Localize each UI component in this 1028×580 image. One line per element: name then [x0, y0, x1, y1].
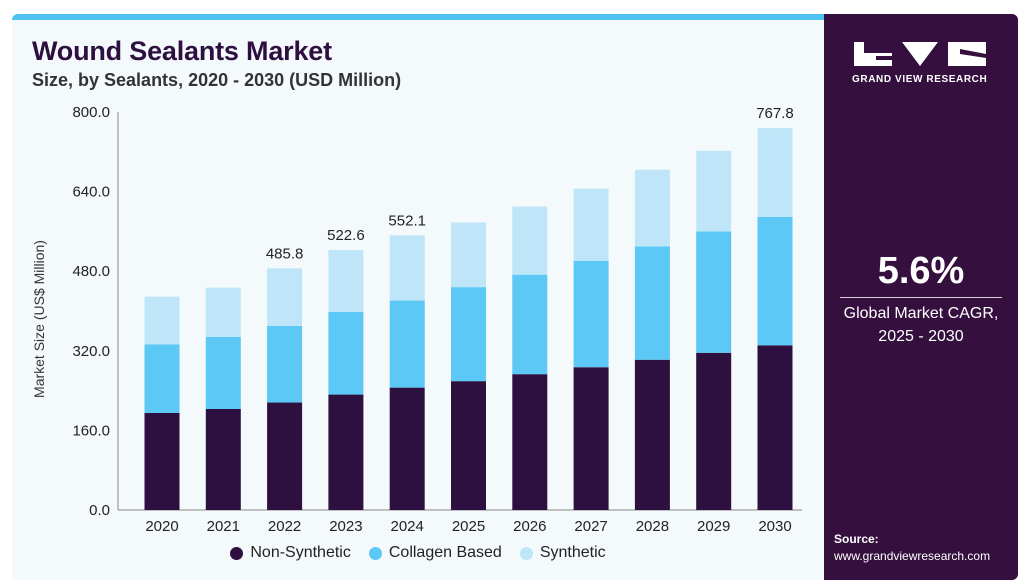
legend-label: Non-Synthetic	[250, 544, 351, 561]
bar-2027-synthetic	[573, 188, 609, 261]
y-tick-label: 160.0	[72, 422, 110, 439]
y-tick-label: 0.0	[89, 502, 110, 519]
x-tick-label: 2022	[268, 518, 301, 535]
y-tick-label: 480.0	[72, 263, 110, 280]
legend-item-synthetic: Synthetic	[519, 544, 606, 562]
bars	[144, 128, 793, 510]
bar-2028-collagen-based	[634, 246, 670, 360]
legend: Non-Synthetic Collagen Based Synthetic	[12, 544, 824, 562]
bar-2020-synthetic	[144, 296, 180, 345]
cagr-label: Global Market CAGR, 2025 - 2030	[824, 302, 1018, 348]
bar-2020-non-synthetic	[144, 412, 180, 510]
legend-swatch	[368, 546, 382, 560]
x-tick-label: 2026	[513, 518, 546, 535]
y-axis: 0.0 160.0 320.0 480.0 640.0 800.0	[72, 104, 110, 519]
source-url[interactable]: www.grandviewresearch.com	[834, 549, 991, 563]
total-label-2030: 767.8	[756, 105, 794, 122]
bar-2025-non-synthetic	[451, 381, 486, 510]
bar-2023-non-synthetic	[328, 394, 364, 510]
bar-2024-synthetic	[389, 235, 425, 301]
y-tick-label: 800.0	[72, 104, 110, 121]
legend-item-non-synthetic: Non-Synthetic	[230, 544, 351, 562]
bar-2027-non-synthetic	[573, 367, 609, 510]
bar-2020-collagen-based	[144, 344, 180, 413]
x-tick-label: 2024	[391, 518, 424, 535]
logo-text: GRAND VIEW RESEARCH	[852, 74, 988, 85]
bar-2030-non-synthetic	[757, 345, 793, 510]
bar-2022-non-synthetic	[267, 402, 303, 510]
y-axis-label: Market Size (US$ Million)	[31, 240, 47, 398]
bar-2022-collagen-based	[267, 325, 303, 403]
legend-label: Collagen Based	[388, 544, 502, 561]
cagr-label-line2: 2025 - 2030	[878, 328, 964, 345]
total-labels: 485.8 522.6 552.1 767.8	[266, 105, 794, 262]
bar-2025-collagen-based	[451, 287, 486, 382]
x-tick-label: 2025	[452, 518, 485, 535]
chart-panel: Wound Sealants Market Size, by Sealants,…	[12, 14, 824, 580]
bar-2021-non-synthetic	[205, 409, 241, 510]
x-tick-label: 2027	[574, 518, 607, 535]
bar-chart: 0.0 160.0 320.0 480.0 640.0 800.0 Market Size…	[31, 104, 802, 535]
bar-2030-synthetic	[757, 128, 793, 217]
bar-2021-synthetic	[205, 287, 241, 337]
legend-swatch	[519, 546, 533, 560]
bar-2029-synthetic	[696, 150, 732, 232]
chart-card: Wound Sealants Market Size, by Sealants,…	[12, 14, 1018, 580]
cagr-label-line1: Global Market CAGR,	[843, 305, 999, 322]
bar-2025-synthetic	[451, 222, 486, 288]
bar-2021-collagen-based	[205, 336, 241, 410]
bar-2028-non-synthetic	[634, 359, 670, 510]
total-label-2024: 552.1	[388, 212, 426, 229]
total-label-2022: 485.8	[266, 245, 304, 262]
bar-2026-synthetic	[512, 206, 548, 275]
bar-2026-non-synthetic	[512, 374, 548, 510]
bar-2023-collagen-based	[328, 311, 364, 395]
bar-2029-non-synthetic	[696, 352, 732, 510]
x-tick-label: 2030	[758, 518, 791, 535]
x-tick-label: 2020	[145, 518, 178, 535]
grand-view-research-logo-icon	[854, 42, 986, 66]
bar-2023-synthetic	[328, 250, 364, 312]
x-tick-label: 2023	[329, 518, 362, 535]
legend-swatch	[230, 546, 244, 560]
bar-2026-collagen-based	[512, 274, 548, 375]
sidebar: GRAND VIEW RESEARCH 5.6% Global Market C…	[824, 14, 1018, 580]
bar-2024-non-synthetic	[389, 387, 425, 510]
y-tick-label: 320.0	[72, 343, 110, 360]
cagr-value: 5.6%	[877, 250, 965, 292]
bar-2029-collagen-based	[696, 231, 732, 353]
bar-2024-collagen-based	[389, 300, 425, 388]
chart-title: Wound Sealants Market	[32, 36, 332, 66]
source-label: Source:	[834, 532, 879, 546]
bar-2030-collagen-based	[757, 216, 793, 346]
bar-2027-collagen-based	[573, 260, 609, 368]
accent-bar	[12, 14, 824, 20]
y-tick-label: 640.0	[72, 184, 110, 201]
x-tick-label: 2028	[636, 518, 669, 535]
x-axis: 2020 2021 2022 2023 2024 2025 2026 2027 2028 2029…	[145, 518, 791, 535]
legend-item-collagen-based: Collagen Based	[368, 544, 502, 562]
bar-2028-synthetic	[634, 169, 670, 247]
x-tick-label: 2021	[207, 518, 240, 535]
cagr-divider	[840, 297, 1002, 298]
chart-subtitle: Size, by Sealants, 2020 - 2030 (USD Mill…	[32, 70, 402, 90]
bar-2022-synthetic	[267, 268, 303, 326]
legend-label: Synthetic	[539, 544, 606, 561]
total-label-2023: 522.6	[327, 227, 365, 244]
x-tick-label: 2029	[697, 518, 730, 535]
